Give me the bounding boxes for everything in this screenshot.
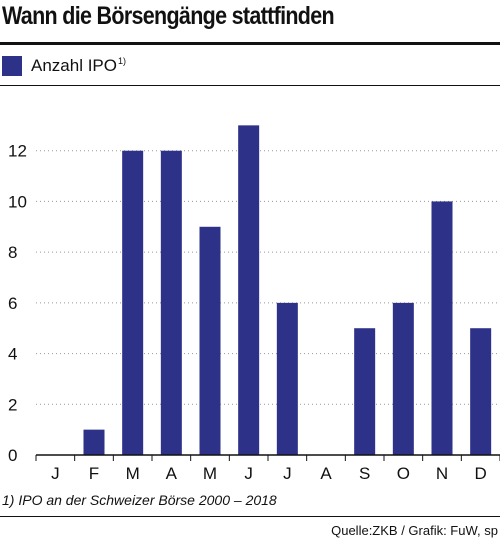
x-tick-label: F: [89, 464, 99, 483]
y-tick-label: 8: [8, 243, 17, 262]
x-tick-label: M: [203, 464, 217, 483]
bar: [470, 328, 492, 455]
legend-divider: [0, 85, 500, 86]
bar: [83, 429, 105, 455]
x-tick-label: J: [283, 464, 292, 483]
bar: [392, 302, 414, 455]
bar-chart: 0 2 4 6 8 10 12 J F M A M J J A S O N D: [8, 125, 500, 483]
x-tick-label: A: [320, 464, 332, 483]
legend-label-text: Anzahl IPO: [31, 56, 117, 75]
bar: [199, 226, 221, 455]
legend-swatch: [2, 56, 22, 76]
legend-label: Anzahl IPO1): [31, 56, 126, 76]
x-tick-label: J: [51, 464, 60, 483]
y-tick-label: 2: [8, 395, 17, 414]
x-tick-label: M: [126, 464, 140, 483]
title-divider: [0, 42, 500, 45]
bar: [160, 150, 182, 455]
bar: [276, 302, 298, 455]
footnote: 1) IPO an der Schweizer Börse 2000 – 201…: [2, 492, 277, 508]
y-tick-label: 12: [8, 142, 27, 161]
source-divider: [0, 516, 500, 517]
legend-footnote-mark: 1): [118, 56, 127, 67]
x-tick-label: D: [475, 464, 487, 483]
bar: [238, 125, 260, 455]
x-tick-label: A: [166, 464, 178, 483]
y-tick-label: 0: [8, 446, 17, 465]
y-tick-label: 10: [8, 192, 27, 211]
source-credit: Quelle:ZKB / Grafik: FuW, sp: [331, 523, 498, 538]
chart-title: Wann die Börsengänge stattfinden: [2, 2, 335, 30]
bar: [354, 328, 376, 455]
bar: [122, 150, 144, 455]
y-tick-label: 4: [8, 345, 17, 364]
x-tick-label: O: [397, 464, 410, 483]
y-tick-label: 6: [8, 294, 17, 313]
x-tick-label: S: [359, 464, 370, 483]
bar: [431, 201, 453, 455]
legend: Anzahl IPO1): [2, 55, 126, 77]
x-tick-label: N: [436, 464, 448, 483]
x-tick-label: J: [244, 464, 253, 483]
